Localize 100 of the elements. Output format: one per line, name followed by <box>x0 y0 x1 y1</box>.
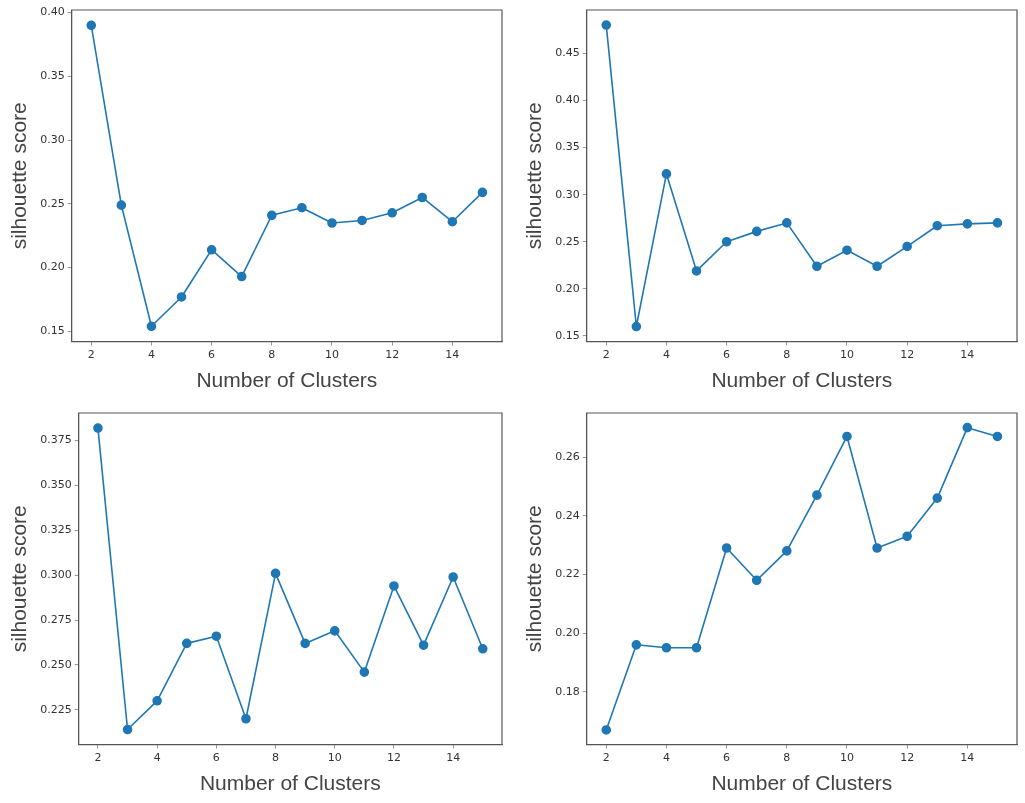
point <box>782 218 792 228</box>
y-tick-label: 0.18 <box>555 684 580 698</box>
point <box>631 321 642 332</box>
point <box>872 543 882 553</box>
point <box>962 422 973 433</box>
point <box>93 423 103 433</box>
x-tick-label: 4 <box>662 348 670 362</box>
x-tick-label: 10 <box>327 751 342 765</box>
x-axis-title: Number of Clusters <box>711 368 893 392</box>
x-tick-label: 4 <box>662 751 670 765</box>
point <box>389 581 399 591</box>
x-tick-label: 6 <box>212 751 220 765</box>
y-tick-label: 0.15 <box>40 324 65 338</box>
y-tick-label: 0.15 <box>555 328 580 342</box>
point <box>812 261 822 272</box>
y-tick-label: 0.35 <box>555 140 580 154</box>
point <box>241 713 251 724</box>
x-tick-label: 4 <box>153 751 161 765</box>
x-tick-label: 6 <box>208 348 216 362</box>
y-axis-title: silhouette score <box>7 102 31 250</box>
point <box>329 626 340 636</box>
y-tick-label: 0.250 <box>40 657 72 671</box>
x-tick-label: 4 <box>147 348 155 362</box>
y-tick-label: 0.375 <box>40 433 72 447</box>
y-tick-label: 0.20 <box>555 625 580 639</box>
point <box>300 638 310 649</box>
point <box>327 218 337 228</box>
x-tick-label: 2 <box>602 348 610 362</box>
y-tick-label: 0.25 <box>40 196 65 210</box>
point <box>357 215 367 226</box>
point <box>932 220 943 231</box>
y-axis-title: silhouette score <box>522 505 546 653</box>
point <box>267 210 277 221</box>
y-tick-label: 0.325 <box>40 523 72 537</box>
point <box>211 631 222 642</box>
x-tick-label: 12 <box>900 348 915 362</box>
x-tick-label: 8 <box>783 751 791 765</box>
point <box>146 321 157 332</box>
point <box>721 543 732 553</box>
point <box>418 640 429 650</box>
point <box>447 216 458 227</box>
x-axis-title: Number of Clusters <box>199 771 381 795</box>
y-tick-label: 0.22 <box>555 567 580 581</box>
point <box>902 531 912 542</box>
x-tick-label: 14 <box>446 751 461 765</box>
y-tick-label: 0.24 <box>555 508 580 522</box>
x-tick-label: 14 <box>445 348 460 362</box>
point <box>176 292 187 302</box>
y-tick-label: 0.35 <box>40 69 65 83</box>
point <box>721 236 732 247</box>
point <box>751 226 762 237</box>
point <box>842 245 852 256</box>
point <box>270 568 281 579</box>
x-tick-label: 8 <box>268 348 276 362</box>
x-tick-label: 6 <box>723 348 731 362</box>
point <box>631 640 642 650</box>
x-tick-label: 12 <box>385 348 400 362</box>
point <box>902 241 912 252</box>
y-tick-label: 0.40 <box>40 5 65 19</box>
y-tick-label: 0.300 <box>40 568 72 582</box>
point <box>992 431 1003 442</box>
point <box>661 642 672 653</box>
point <box>477 643 488 654</box>
x-axis-title: Number of Clusters <box>711 771 893 795</box>
y-tick-label: 0.350 <box>40 478 72 492</box>
y-tick-label: 0.30 <box>555 187 580 201</box>
y-tick-label: 0.40 <box>555 93 580 107</box>
x-tick-label: 14 <box>960 751 975 765</box>
point <box>812 490 822 500</box>
point <box>181 638 192 649</box>
y-tick-label: 0.26 <box>555 449 580 463</box>
point <box>782 546 792 556</box>
point <box>448 572 458 582</box>
point <box>122 724 133 735</box>
x-axis-title: Number of Clusters <box>196 368 378 392</box>
y-tick-label: 0.20 <box>555 281 580 295</box>
point <box>842 431 852 442</box>
point <box>992 218 1003 228</box>
y-tick-label: 0.30 <box>40 132 65 146</box>
y-tick-label: 0.25 <box>555 234 580 248</box>
point <box>691 266 702 276</box>
point <box>236 271 247 282</box>
point <box>661 169 672 179</box>
point <box>387 207 397 218</box>
point <box>932 493 943 503</box>
point <box>116 200 127 210</box>
x-tick-label: 10 <box>839 348 854 362</box>
point <box>751 575 762 586</box>
y-tick-label: 0.225 <box>40 702 72 716</box>
point <box>152 696 162 706</box>
point <box>601 20 612 30</box>
x-tick-label: 14 <box>960 348 975 362</box>
x-tick-label: 10 <box>324 348 339 362</box>
x-tick-label: 10 <box>839 751 854 765</box>
x-tick-label: 12 <box>386 751 401 765</box>
point <box>417 192 428 203</box>
point <box>691 642 702 653</box>
point <box>962 219 973 229</box>
x-tick-label: 2 <box>602 751 610 765</box>
point <box>359 667 370 677</box>
